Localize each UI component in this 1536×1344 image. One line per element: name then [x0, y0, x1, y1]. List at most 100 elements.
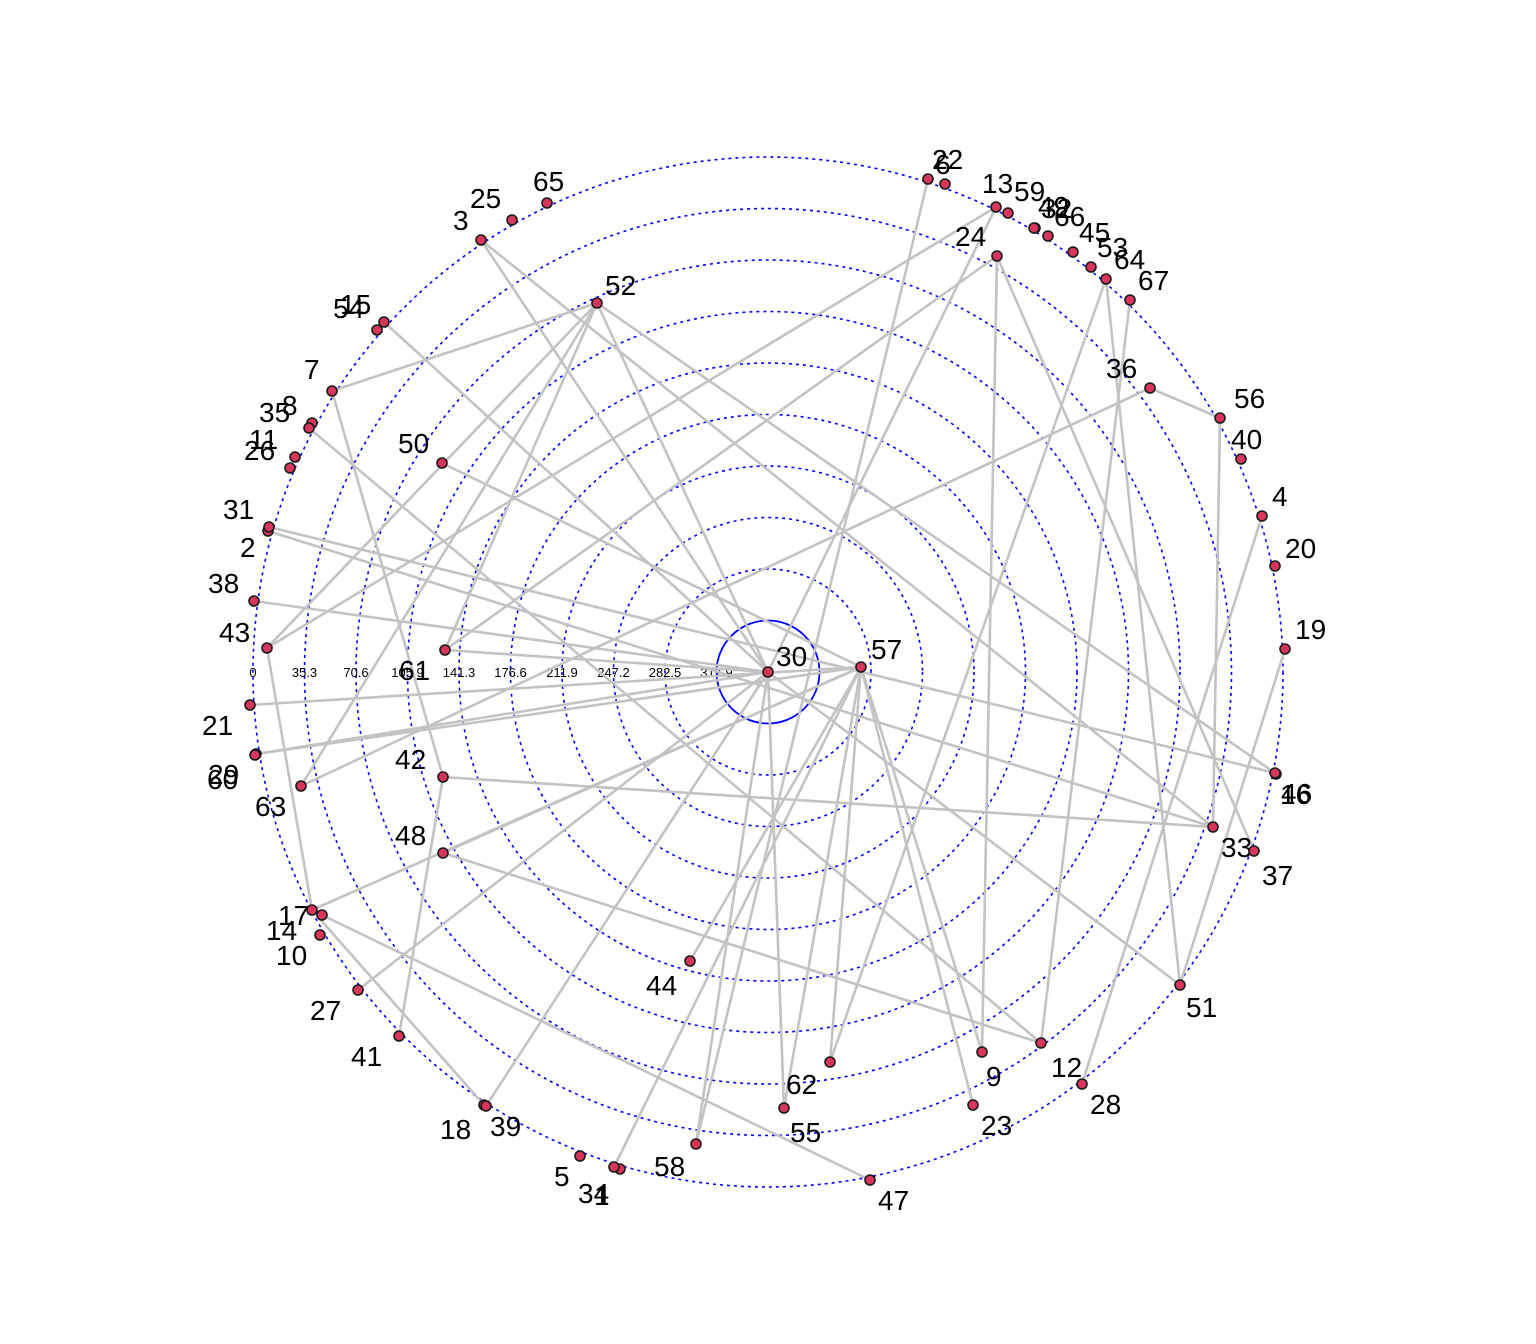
node-67[interactable]	[1124, 294, 1136, 306]
node-3[interactable]	[475, 234, 487, 246]
node-43[interactable]	[261, 642, 273, 654]
node-36[interactable]	[1144, 382, 1156, 394]
node-20[interactable]	[1269, 560, 1281, 572]
node-6[interactable]	[939, 178, 951, 190]
edge-52-30	[595, 302, 770, 673]
edge-61-30	[444, 648, 769, 674]
node-11[interactable]	[289, 451, 301, 463]
node-5[interactable]	[574, 1150, 586, 1162]
node-24[interactable]	[991, 250, 1003, 262]
node-56[interactable]	[1214, 412, 1226, 424]
node-26[interactable]	[284, 462, 296, 474]
node-57[interactable]	[855, 661, 867, 673]
edge-17-47	[321, 913, 871, 1182]
node-30[interactable]	[762, 666, 774, 678]
edge-64-51	[1104, 278, 1182, 986]
node-55[interactable]	[778, 1102, 790, 1114]
node-35[interactable]	[303, 422, 315, 434]
node-15[interactable]	[378, 316, 390, 328]
node-62[interactable]	[824, 1056, 836, 1068]
node-45[interactable]	[1067, 246, 1079, 258]
node-31[interactable]	[263, 521, 275, 533]
edge-24-61	[444, 254, 998, 652]
edge-58-30	[694, 671, 770, 1145]
edge-42-33	[442, 775, 1214, 829]
node-23[interactable]	[967, 1099, 979, 1111]
node-40[interactable]	[1235, 453, 1247, 465]
node-51[interactable]	[1174, 979, 1186, 991]
node-46[interactable]	[1269, 767, 1281, 779]
node-label-30: 30	[776, 641, 807, 672]
node-13[interactable]	[990, 201, 1002, 213]
node-58[interactable]	[690, 1138, 702, 1150]
node-44[interactable]	[684, 955, 696, 967]
edge-23-57	[859, 666, 975, 1106]
node-label-50: 50	[398, 428, 429, 459]
node-label-1: 1	[594, 1180, 610, 1211]
node-50[interactable]	[436, 457, 448, 469]
node-47[interactable]	[864, 1174, 876, 1186]
node-48[interactable]	[437, 847, 449, 859]
node-4[interactable]	[1256, 510, 1268, 522]
ring-label-8: 282.5	[649, 665, 682, 680]
node-label-62: 62	[786, 1069, 817, 1100]
node-28[interactable]	[1076, 1078, 1088, 1090]
node-22[interactable]	[922, 173, 934, 185]
edge-36-56	[1149, 386, 1221, 420]
edge-34-57	[612, 666, 863, 1168]
node-label-58: 58	[654, 1151, 685, 1182]
node-label-37: 37	[1262, 860, 1293, 891]
ring-0	[252, 156, 1284, 1188]
edge-7-52	[331, 301, 598, 393]
node-label-13: 13	[982, 168, 1013, 199]
ring-label-4: 141.3	[443, 665, 476, 680]
node-label-31: 31	[223, 494, 254, 525]
ring-4	[458, 362, 1078, 982]
edge-13-43	[266, 205, 997, 650]
node-17[interactable]	[316, 909, 328, 921]
ring-label-3: 105.9	[391, 665, 424, 680]
node-34[interactable]	[608, 1161, 620, 1173]
node-52[interactable]	[591, 297, 603, 309]
node-label-10: 10	[276, 940, 307, 971]
node-54[interactable]	[371, 324, 383, 336]
node-37[interactable]	[1248, 845, 1260, 857]
node-label-40: 40	[1231, 424, 1262, 455]
node-9[interactable]	[976, 1046, 988, 1058]
node-41[interactable]	[393, 1030, 405, 1042]
node-12[interactable]	[1035, 1037, 1047, 1049]
edge-2-33	[267, 529, 1214, 829]
node-7[interactable]	[326, 385, 338, 397]
node-33[interactable]	[1207, 821, 1219, 833]
ring-5	[509, 413, 1027, 931]
node-59[interactable]	[1002, 207, 1014, 219]
node-38[interactable]	[248, 595, 260, 607]
node-39[interactable]	[480, 1100, 492, 1112]
node-61[interactable]	[439, 644, 451, 656]
edge-67-12	[1039, 299, 1132, 1044]
edge-15-30	[383, 321, 769, 673]
node-63[interactable]	[295, 780, 307, 792]
edge-48-12	[442, 851, 1042, 1045]
node-60[interactable]	[249, 749, 261, 761]
node-label-33: 33	[1221, 832, 1252, 863]
node-label-67: 67	[1138, 265, 1169, 296]
node-19[interactable]	[1279, 643, 1291, 655]
node-27[interactable]	[352, 984, 364, 996]
edge-43-14	[265, 647, 314, 911]
node-label-34: 34	[578, 1178, 609, 1209]
node-14[interactable]	[306, 904, 318, 916]
node-53[interactable]	[1085, 261, 1097, 273]
node-label-2: 2	[240, 532, 256, 563]
node-42[interactable]	[437, 771, 449, 783]
node-25[interactable]	[506, 214, 518, 226]
node-65[interactable]	[541, 197, 553, 209]
node-10[interactable]	[314, 929, 326, 941]
node-66[interactable]	[1042, 230, 1054, 242]
node-label-25: 25	[470, 183, 501, 214]
node-49[interactable]	[1028, 222, 1040, 234]
node-64[interactable]	[1100, 273, 1112, 285]
node-label-48: 48	[395, 820, 426, 851]
node-21[interactable]	[244, 699, 256, 711]
node-label-9: 9	[986, 1061, 1002, 1092]
